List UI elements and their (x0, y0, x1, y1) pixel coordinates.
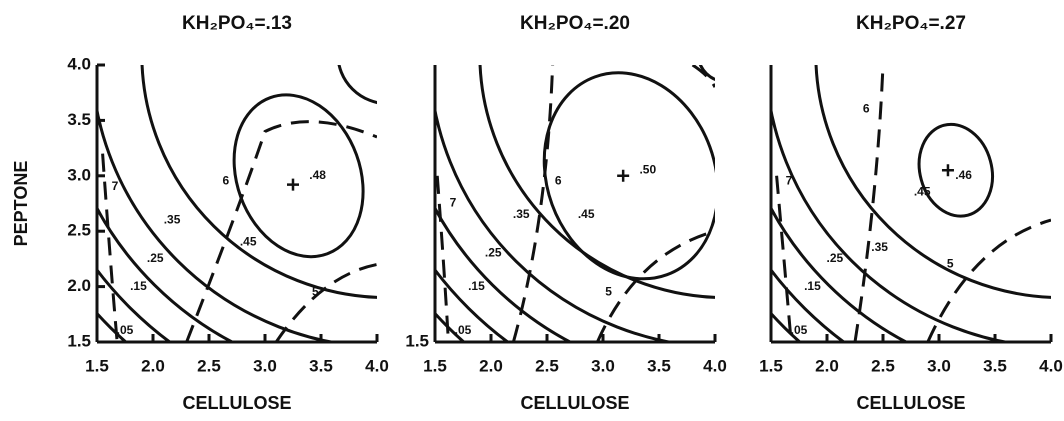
contour-label: .48 (309, 168, 326, 182)
dashed-contour (775, 175, 793, 342)
contour-label: .25 (485, 246, 502, 260)
panel: KH₂PO₄=.27 CELLULOSE 1.5 2.0 2.5 3.0 3.5 4.0 7 .0… (759, 13, 1063, 413)
contour-line (232, 93, 365, 259)
contours (97, 65, 377, 342)
x-tick-label: 3.0 (253, 356, 277, 375)
contour-label: .25 (826, 251, 843, 265)
contour-line (771, 311, 803, 342)
contours (435, 65, 715, 342)
contour-label: .50 (639, 162, 656, 176)
contour-label: 7 (786, 174, 793, 188)
x-axis-label: CELLULOSE (182, 393, 291, 413)
contour-label: .35 (513, 207, 530, 221)
contour-line (771, 267, 847, 342)
contour-label: .15 (468, 279, 485, 293)
contour-line (435, 204, 574, 342)
contour-label: .45 (578, 207, 595, 221)
contour-label: .25 (147, 251, 164, 265)
contour-label: .46 (955, 168, 972, 182)
x-tick-label: 2.0 (815, 356, 839, 375)
contour-label: 5 (605, 284, 612, 298)
x-tick-label: 4.0 (365, 356, 389, 375)
x-tick-label: 2.0 (141, 356, 165, 375)
x-tick-label: 2.0 (479, 356, 503, 375)
y-tick-label: 4.0 (67, 54, 91, 73)
panel-title: KH₂PO₄=.13 (182, 13, 292, 34)
dashed-contour (926, 218, 1051, 342)
contour-line (140, 65, 377, 299)
contour-line (917, 122, 994, 218)
y-tick-label: 2.0 (67, 276, 91, 295)
dashed-contour (435, 175, 450, 342)
dashed-contour (101, 153, 119, 342)
x-tick-label: 2.5 (871, 356, 895, 375)
x-tick-label: 4.0 (1039, 356, 1063, 375)
contour-label: 7 (112, 179, 119, 193)
x-tick-label: 2.5 (197, 356, 221, 375)
y-tick-label: 1.5 (67, 331, 91, 350)
panel-title: KH₂PO₄=.27 (856, 13, 966, 34)
y-tick-label: 1.5 (405, 331, 429, 350)
contour-line (97, 311, 129, 342)
contour-label: 6 (555, 174, 562, 188)
dashed-contour (274, 262, 377, 342)
contour-label: .05 (791, 323, 808, 337)
contour-label: 5 (312, 284, 319, 298)
dashed-contour (853, 65, 885, 342)
contour-line (435, 311, 467, 342)
contour-line (542, 71, 715, 281)
contour-line (478, 65, 715, 299)
x-tick-label: 3.0 (591, 356, 615, 375)
dashed-contour (691, 65, 715, 88)
x-tick-label: 1.5 (85, 356, 109, 375)
x-tick-label: 1.5 (423, 356, 447, 375)
x-axis-label: CELLULOSE (520, 393, 629, 413)
contour-label: .05 (117, 323, 134, 337)
dashed-contour (185, 120, 377, 342)
contours (771, 65, 1051, 342)
x-tick-label: 3.5 (647, 356, 671, 375)
x-tick-label: 1.5 (759, 356, 783, 375)
contour-label: .05 (455, 323, 472, 337)
y-axis-label: PEPTONE (11, 161, 31, 247)
contour-label: 7 (450, 196, 457, 210)
contour-label: .35 (871, 240, 888, 254)
contour-label: 6 (222, 174, 229, 188)
x-tick-label: 4.0 (703, 356, 727, 375)
y-tick-label: 3.5 (67, 110, 91, 129)
contour-label: 6 (863, 101, 870, 115)
panel-title: KH₂PO₄=.20 (520, 13, 630, 34)
x-axis-label: CELLULOSE (856, 393, 965, 413)
x-tick-label: 2.5 (535, 356, 559, 375)
y-tick-label: 3.0 (67, 165, 91, 184)
contour-label: .45 (914, 185, 931, 199)
contour-line (97, 102, 340, 342)
dashed-contour (596, 229, 715, 342)
contour-line (435, 267, 511, 342)
contour-label: .15 (130, 279, 147, 293)
dashed-contour (511, 65, 555, 342)
y-tick-label: 2.5 (67, 221, 91, 240)
optimum-marker (617, 169, 630, 182)
panel: KH₂PO₄=.13 CELLULOSE PEPTONE 1.5 2.0 2.5 3.0 3.… (11, 13, 389, 413)
contour-label: .15 (804, 279, 821, 293)
x-tick-label: 3.0 (927, 356, 951, 375)
contour-label: 5 (947, 257, 954, 271)
contour-label: .45 (240, 234, 257, 248)
contour-line (698, 65, 715, 81)
x-tick-label: 3.5 (309, 356, 333, 375)
optimum-marker (941, 164, 954, 177)
x-tick-label: 3.5 (983, 356, 1007, 375)
contour-line (97, 204, 236, 342)
contour-line (435, 102, 678, 342)
panel: KH₂PO₄=.20 CELLULOSE 1.5 2.0 2.5 3.0 3.5 4.0 1.5… (405, 13, 727, 413)
contour-line (814, 65, 1051, 299)
contour-label: .35 (164, 212, 181, 226)
contour-line (337, 65, 377, 105)
optimum-marker (287, 178, 299, 191)
